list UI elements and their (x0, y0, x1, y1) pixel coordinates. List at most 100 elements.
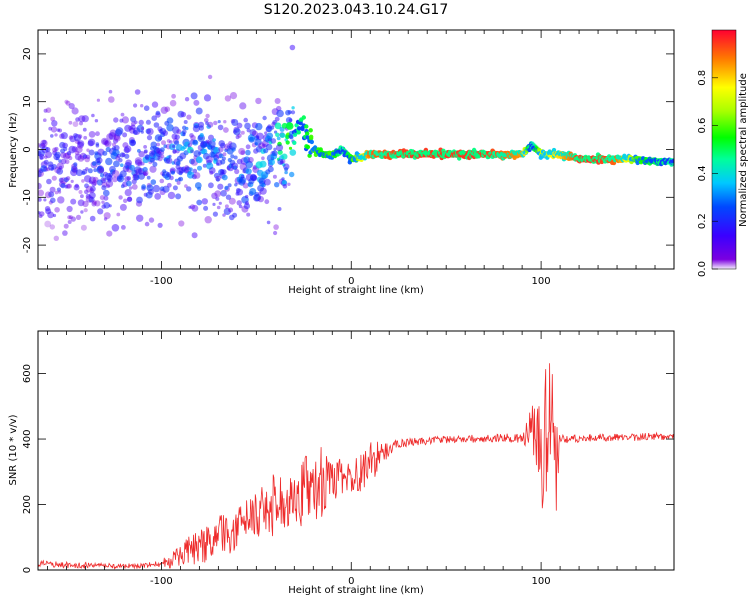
spectrogram-cell (143, 105, 150, 111)
spectrogram-cell (160, 147, 165, 153)
spectrogram-cell (222, 213, 226, 217)
spectrogram-cell (256, 132, 264, 140)
spectrogram-cell (60, 183, 66, 189)
spectrogram-cell (95, 131, 100, 137)
spectrogram-cell (281, 177, 285, 181)
spectrogram-cell (178, 176, 184, 182)
spectrogram-cell (93, 168, 98, 173)
spectrogram-cell (75, 214, 82, 220)
snr-frame (37, 330, 675, 571)
x-tick-label: 100 (532, 276, 551, 287)
spectrogram-cell (274, 182, 280, 188)
spectrogram-cell (245, 201, 249, 206)
spectrogram-cell (121, 225, 126, 230)
spectrogram-cell (58, 177, 64, 183)
snr-plot-area (38, 331, 674, 570)
spectrogram-cell (281, 180, 287, 185)
spectrogram-cell (42, 140, 47, 145)
spectrogram-cell (212, 202, 216, 206)
spectrogram-cell (203, 94, 212, 102)
spectrogram-cell (280, 158, 286, 164)
spectrogram-cell (83, 208, 88, 213)
spectrogram-cell (285, 122, 294, 130)
spectrogram-cell (53, 235, 59, 241)
colorbar-tick-label: 0.4 (697, 165, 708, 181)
spectrogram-cell (202, 163, 207, 168)
spectrogram-cell (108, 204, 112, 208)
spectrogram-cell (193, 99, 200, 106)
spectrogram-cell (115, 127, 124, 135)
spectrogram-cell (206, 124, 211, 129)
spectrogram-cell (57, 190, 62, 194)
spectrogram-cell (62, 230, 68, 236)
spectrogram-cell (101, 200, 105, 204)
spectrogram-cell (38, 189, 45, 197)
spectrogram-cell (88, 131, 96, 138)
spectrogram-cell (124, 124, 132, 132)
spectrogram-cell (304, 124, 309, 129)
spectrogram-cell (207, 121, 214, 128)
spectrogram-cell (204, 216, 212, 224)
spectrogram-cell (174, 178, 179, 182)
spectrogram-cell (273, 147, 277, 151)
spectrogram-cell (234, 183, 238, 187)
spectrogram-cell (296, 130, 301, 135)
spectrogram-cell (56, 162, 64, 170)
spectrogram-cell (209, 170, 214, 175)
spectrogram-cell (218, 201, 222, 205)
spectrogram-cell (56, 128, 60, 132)
spectrogram-cell (100, 177, 107, 184)
spectrogram-cell (120, 163, 124, 167)
spectrogram-cell (44, 155, 48, 159)
spectrogram-cell (68, 215, 73, 220)
spectrogram-cell (60, 132, 68, 140)
spectrogram-cell (88, 176, 96, 184)
spectrogram-cell (217, 120, 221, 124)
spectrogram-cell (40, 139, 48, 147)
spectrogram-cell (233, 155, 238, 160)
spectrogram-cell (58, 159, 62, 163)
spectrogram-cell (243, 203, 250, 210)
spectrogram-cell (255, 97, 262, 105)
y-tick-label: -10 (22, 189, 33, 205)
spectrogram-cell (67, 220, 72, 224)
spectrogram-cell (77, 141, 84, 149)
spectrogram-cell (141, 184, 147, 190)
spectrogram-cell (273, 224, 279, 230)
spectrogram-cell (215, 196, 220, 201)
spectrogram-cell (189, 167, 193, 172)
spectrogram-cell (240, 150, 246, 156)
spectrogram-cell (157, 135, 163, 141)
spectrogram-cell (112, 149, 120, 157)
spectrogram-cell (229, 142, 237, 150)
spectrogram-cell (142, 171, 147, 176)
spectrogram-cell (44, 220, 52, 228)
spectrogram-cell (228, 197, 236, 205)
spectrogram-cell (48, 191, 55, 198)
spectrogram-cell (73, 184, 80, 191)
spectrogram-cell (236, 158, 243, 165)
spectrogram-cell (91, 161, 97, 166)
spectrogram-cell (239, 102, 247, 110)
spectrogram-cell (45, 107, 52, 113)
spectrogram-cell (172, 185, 178, 191)
spectrogram-cell (135, 159, 142, 166)
spectrogram-cell (49, 186, 56, 193)
spectrogram-cell (244, 122, 251, 130)
spectrogram-cell (103, 212, 111, 220)
colorbar-label: Normalized spectral amplitude (738, 73, 749, 227)
spectrogram-cell (88, 149, 95, 156)
spectrogram-cell (186, 166, 190, 171)
spectrogram-cell (273, 230, 278, 236)
spectrogram-cell (58, 165, 63, 170)
spectrogram-cell (195, 156, 203, 164)
spectrogram-cell (126, 176, 132, 181)
spectrogram-cell (80, 194, 84, 199)
spectrogram-y-label: Frequency (Hz) (8, 112, 19, 188)
y-tick-label: -20 (22, 237, 33, 253)
spectrogram-cell (207, 74, 213, 80)
spectrogram-cell (64, 159, 70, 165)
spectrogram-cell (140, 161, 145, 166)
spectrogram-cell (305, 131, 310, 136)
spectrogram-cell (91, 201, 97, 207)
